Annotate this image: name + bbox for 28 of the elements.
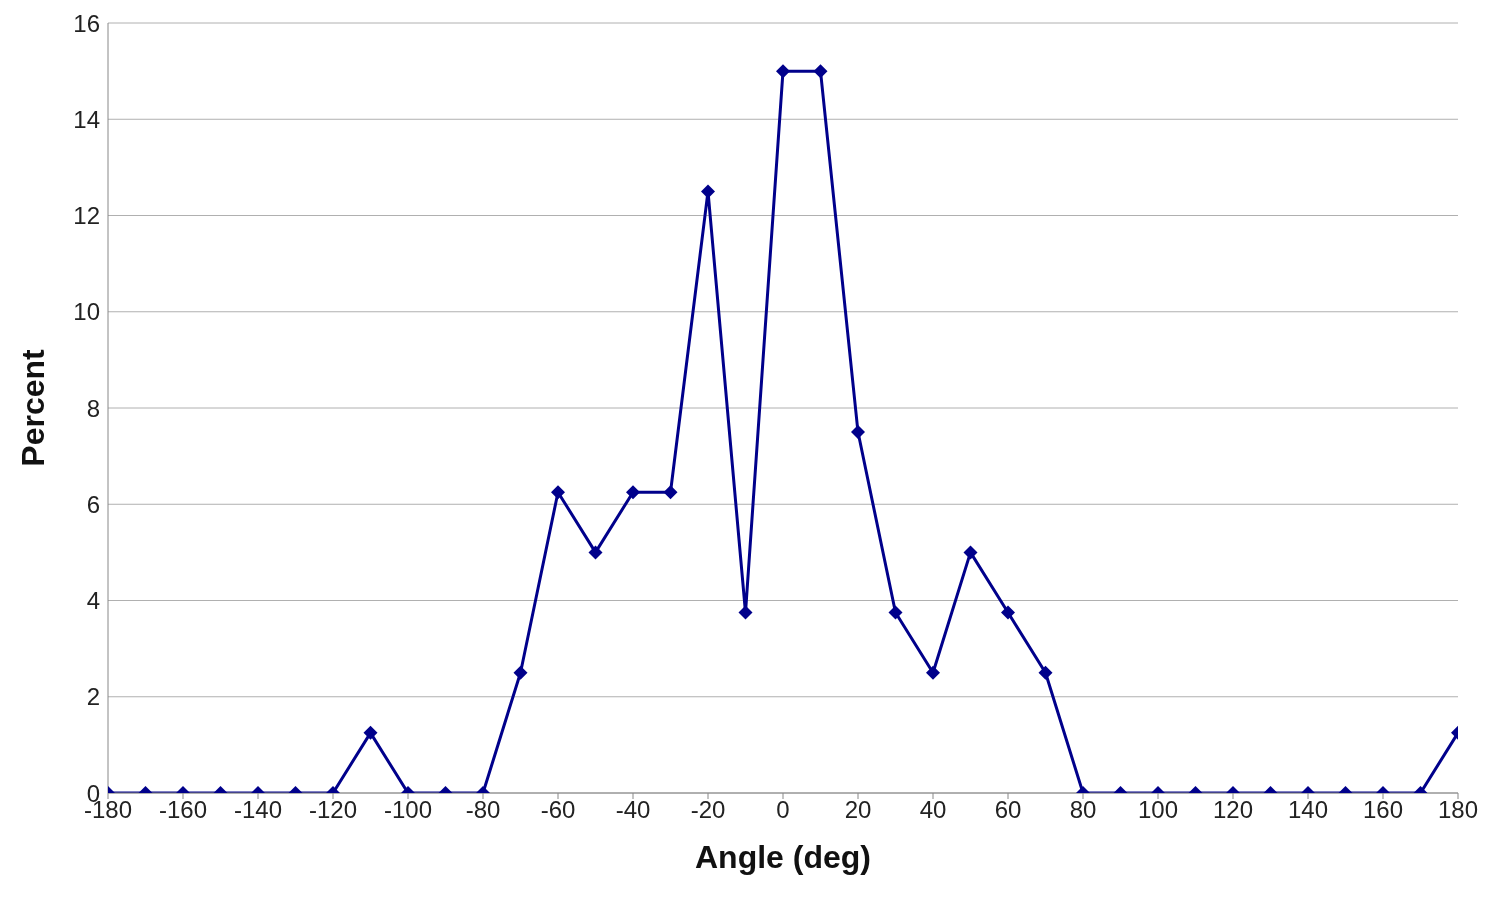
- x-axis-title: Angle (deg): [695, 839, 871, 875]
- x-tick-label: 0: [776, 796, 790, 824]
- x-tick-label: -100: [383, 796, 433, 824]
- x-tick-label: 160: [1362, 796, 1404, 824]
- x-tick-label: 20: [844, 796, 872, 824]
- x-tick-label: -140: [233, 796, 283, 824]
- x-tick-label: 60: [994, 796, 1022, 824]
- x-tick-label: -160: [158, 796, 208, 824]
- y-tick-label: 6: [86, 490, 100, 518]
- x-tick-label: 100: [1137, 796, 1179, 824]
- y-tick-label: 12: [73, 202, 100, 230]
- x-tick-label: 140: [1287, 796, 1329, 824]
- y-axis-title: Percent: [15, 348, 52, 467]
- x-tick-label: 80: [1069, 796, 1097, 824]
- y-tick-label: 8: [86, 394, 100, 422]
- y-tick-label: 2: [86, 683, 100, 711]
- x-tick-label: -80: [465, 796, 501, 824]
- y-tick-label: 4: [86, 587, 100, 615]
- y-tick-label: 14: [73, 105, 100, 133]
- y-tick-label: 10: [73, 298, 100, 326]
- x-tick-label: 40: [919, 796, 947, 824]
- x-tick-label: -20: [690, 796, 726, 824]
- y-tick-label: 16: [73, 9, 100, 37]
- x-tick-label: 180: [1437, 796, 1479, 824]
- x-tick-label: -60: [540, 796, 576, 824]
- x-tick-label: -120: [308, 796, 358, 824]
- x-tick-label: -40: [615, 796, 651, 824]
- x-tick-label: 120: [1212, 796, 1254, 824]
